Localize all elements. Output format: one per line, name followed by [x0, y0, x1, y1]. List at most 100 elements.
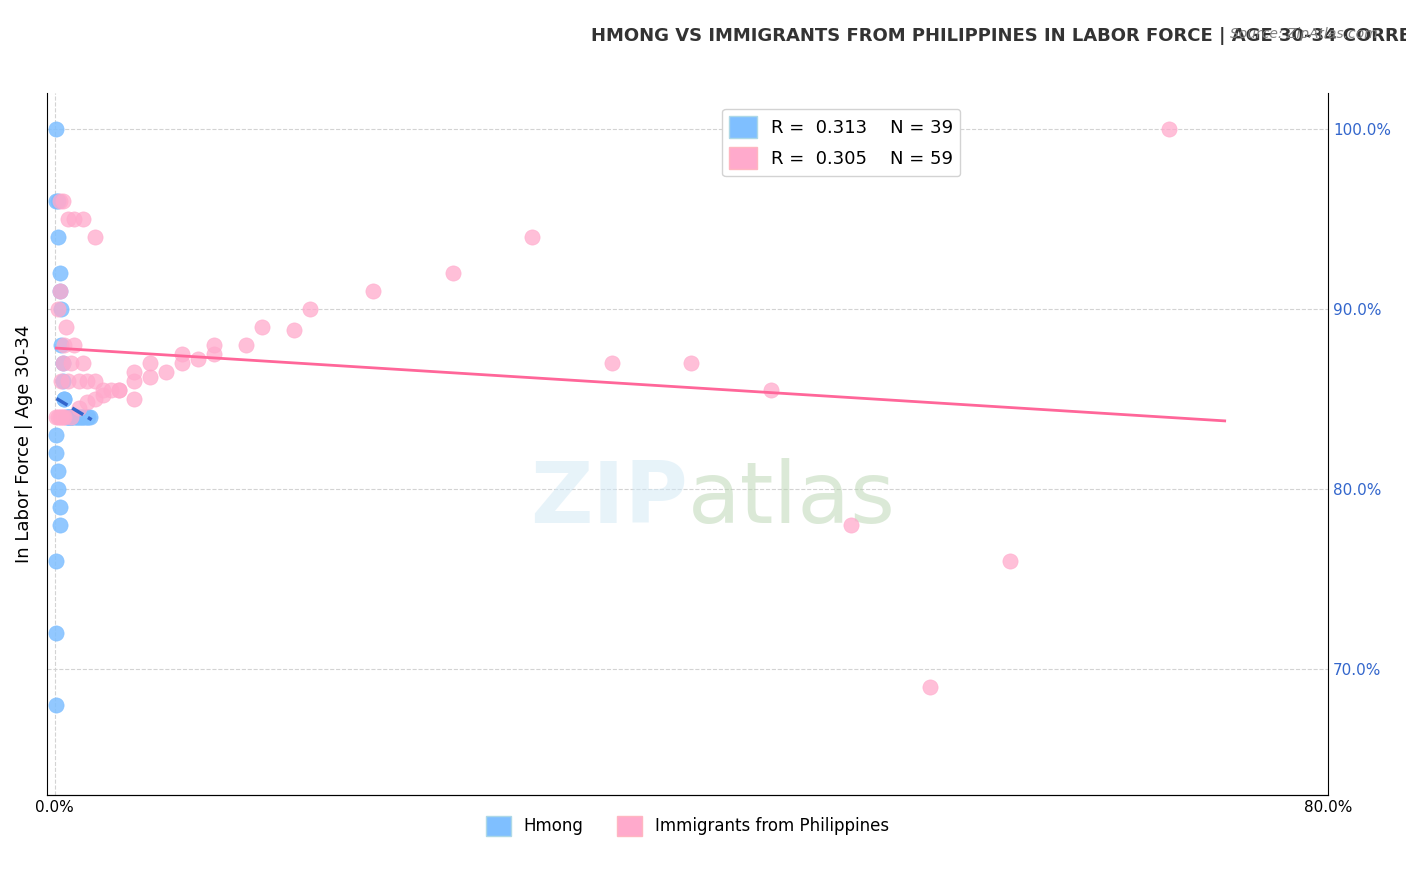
Point [45, 554, 67, 568]
Point [76, 409, 98, 424]
Point [52, 356, 75, 370]
Point [839, 517, 862, 532]
Text: atlas: atlas [688, 458, 896, 541]
Point [63, 337, 86, 351]
Point [298, 301, 321, 316]
Point [124, 365, 146, 379]
Point [56, 211, 79, 226]
Point [67, 401, 90, 415]
Point [58, 409, 80, 424]
Point [75, 409, 97, 424]
Text: Source: ZipAtlas.com: Source: ZipAtlas.com [1230, 27, 1378, 41]
Point [51, 409, 73, 424]
Point [53, 392, 76, 406]
Point [59, 409, 82, 424]
Point [45, 427, 67, 442]
Point [46, 194, 69, 208]
Point [187, 352, 209, 367]
Point [76, 395, 98, 409]
Point [45, 445, 67, 459]
Point [45, 194, 67, 208]
Point [172, 346, 194, 360]
Point [48, 500, 70, 514]
Point [56, 374, 79, 388]
Point [56, 409, 79, 424]
Point [100, 383, 122, 397]
Point [66, 409, 89, 424]
Point [91, 388, 114, 402]
Point [59, 409, 82, 424]
Point [139, 370, 162, 384]
Point [55, 409, 77, 424]
Point [72, 211, 94, 226]
Point [60, 409, 83, 424]
Text: ZIP: ZIP [530, 458, 688, 541]
Point [53, 409, 76, 424]
Point [63, 409, 86, 424]
Point [69, 409, 91, 424]
Point [48, 409, 70, 424]
Point [83, 374, 105, 388]
Point [681, 356, 703, 370]
Y-axis label: In Labor Force | Age 30-34: In Labor Force | Age 30-34 [15, 325, 32, 563]
Point [48, 284, 70, 298]
Point [52, 194, 75, 208]
Point [67, 409, 90, 424]
Point [70, 409, 93, 424]
Point [59, 409, 82, 424]
Point [91, 383, 114, 397]
Point [45, 121, 67, 136]
Point [53, 392, 76, 406]
Point [59, 356, 82, 370]
Point [522, 229, 544, 244]
Point [48, 284, 70, 298]
Legend: Hmong, Immigrants from Philippines: Hmong, Immigrants from Philippines [479, 809, 896, 843]
Point [998, 554, 1021, 568]
Point [83, 229, 105, 244]
Point [48, 194, 70, 208]
Point [56, 409, 79, 424]
Point [46, 482, 69, 496]
Point [67, 374, 90, 388]
Point [72, 356, 94, 370]
Point [72, 409, 94, 424]
Point [51, 337, 73, 351]
Text: HMONG VS IMMIGRANTS FROM PHILIPPINES IN LABOR FORCE | AGE 30-34 CORRELATION CHAR: HMONG VS IMMIGRANTS FROM PHILIPPINES IN … [591, 27, 1406, 45]
Point [48, 517, 70, 532]
Point [46, 229, 69, 244]
Point [79, 409, 101, 424]
Point [52, 356, 75, 370]
Point [51, 374, 73, 388]
Point [124, 392, 146, 406]
Point [759, 383, 782, 397]
Point [46, 409, 69, 424]
Point [46, 301, 69, 316]
Point [46, 464, 69, 478]
Point [250, 319, 273, 334]
Point [76, 374, 98, 388]
Point [63, 211, 86, 226]
Point [51, 301, 73, 316]
Point [235, 337, 257, 351]
Point [124, 374, 146, 388]
Point [48, 266, 70, 280]
Point [155, 365, 177, 379]
Point [55, 319, 77, 334]
Point [52, 374, 75, 388]
Point [107, 383, 129, 397]
Point [283, 323, 305, 337]
Point [45, 625, 67, 640]
Point [1157, 121, 1180, 136]
Point [77, 409, 100, 424]
Point [139, 356, 162, 370]
Point [920, 680, 942, 694]
Point [83, 392, 105, 406]
Point [202, 337, 225, 351]
Point [202, 346, 225, 360]
Point [45, 409, 67, 424]
Point [53, 337, 76, 351]
Point [45, 698, 67, 712]
Point [441, 266, 464, 280]
Point [172, 356, 194, 370]
Point [361, 284, 384, 298]
